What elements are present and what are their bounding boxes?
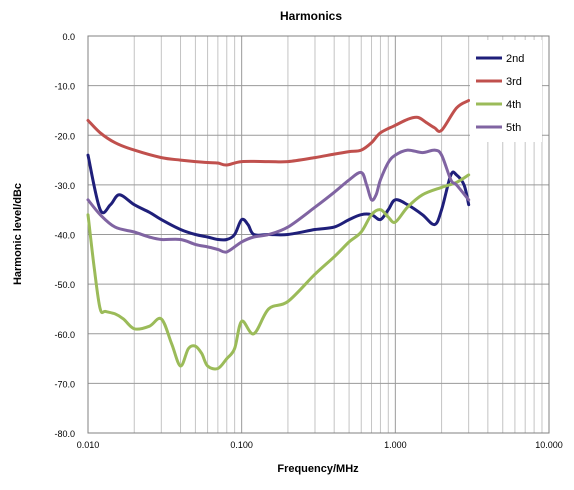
y-tick-label: -30.0 bbox=[54, 181, 75, 191]
series-lines bbox=[86, 99, 471, 371]
legend-label-4th: 4th bbox=[506, 99, 521, 111]
series-line-3rd bbox=[86, 99, 471, 167]
legend-label-3rd: 3rd bbox=[506, 76, 522, 88]
y-axis-label: Harmonic level/dBc bbox=[12, 183, 24, 285]
y-tick-label: -10.0 bbox=[54, 82, 75, 92]
legend-label-5th: 5th bbox=[506, 122, 521, 134]
legend-label-2nd: 2nd bbox=[506, 53, 524, 65]
plot-border bbox=[87, 35, 550, 434]
series-line-5th bbox=[86, 148, 471, 254]
x-tick-label: 1.000 bbox=[384, 440, 407, 450]
x-axis-label: Frequency/MHz bbox=[277, 463, 359, 475]
x-tick-label: 0.100 bbox=[230, 440, 253, 450]
x-tick-labels: 0.010 0.100 1.000 10.000 bbox=[77, 440, 563, 450]
y-tick-label: -70.0 bbox=[54, 379, 75, 389]
y-tick-label: -50.0 bbox=[54, 280, 75, 290]
legend: 2nd 3rd 4th 5th bbox=[470, 40, 542, 142]
y-tick-label: -40.0 bbox=[54, 231, 75, 241]
y-tick-labels: 0.0 -10.0 -20.0 -30.0 -40.0 -50.0 -60.0 -70.0 -8… bbox=[54, 32, 75, 439]
y-tick-label: -20.0 bbox=[54, 131, 75, 141]
series-line-4th bbox=[86, 173, 471, 371]
x-tick-label: 10.000 bbox=[535, 440, 563, 450]
chart-title: Harmonics bbox=[280, 9, 342, 23]
y-tick-label: 0.0 bbox=[62, 32, 75, 42]
series-line-2nd bbox=[86, 153, 471, 242]
y-tick-label: -80.0 bbox=[54, 429, 75, 439]
y-tick-label: -60.0 bbox=[54, 330, 75, 340]
x-tick-label: 0.010 bbox=[77, 440, 100, 450]
